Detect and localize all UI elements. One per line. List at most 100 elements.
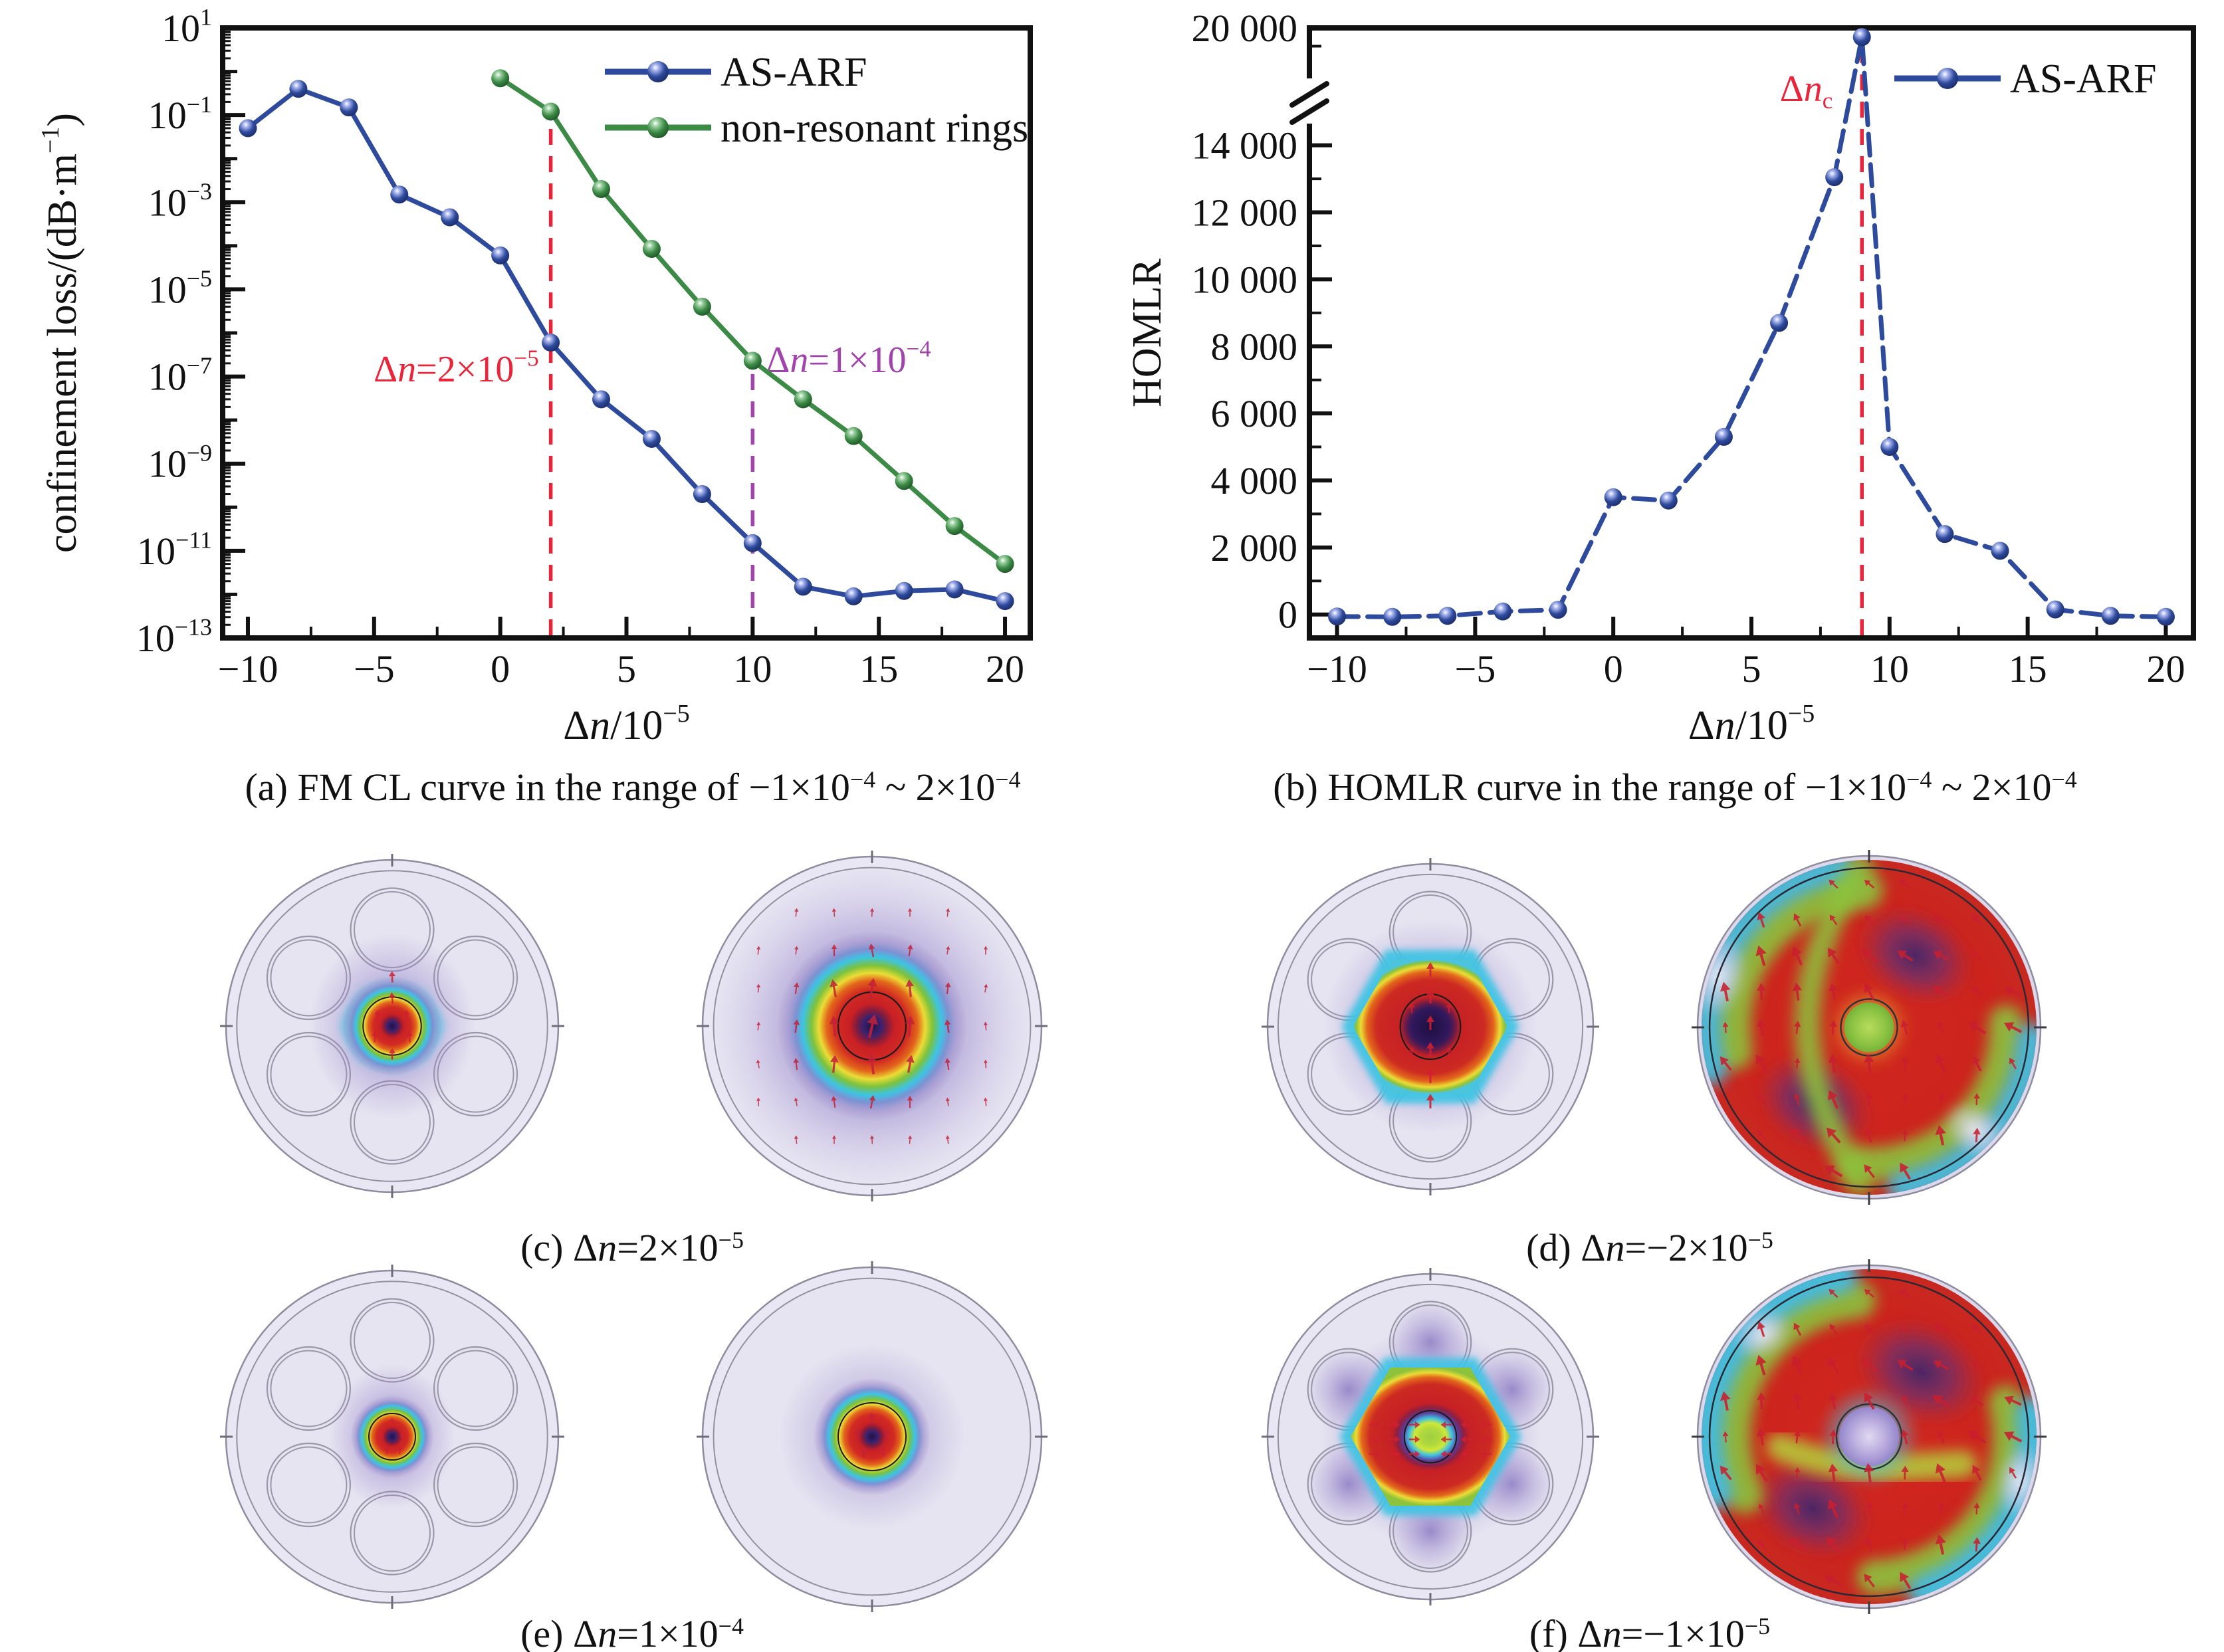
data-point (844, 427, 863, 445)
annotation-label: Δnc (1780, 68, 1833, 114)
field-arrows (1720, 1289, 2023, 1590)
y-tick-label: 12 000 (1192, 191, 1298, 235)
annotation-label: Δn=1×10−4 (766, 336, 931, 381)
panel-e-fiber-cross-section (220, 1265, 564, 1609)
panel-f-higher-order-mode (1692, 1259, 2047, 1614)
field-arrows (1720, 879, 2023, 1180)
x-tick-label: −5 (1455, 647, 1496, 690)
data-point (794, 577, 812, 596)
y-axis: 0 2 000 4 000 6 000 8 000 10 000 12 000 14 000 2… (1192, 7, 1332, 637)
x-tick-label: −10 (218, 647, 278, 690)
data-point (1659, 491, 1678, 510)
x-axis-title: Δn/10−5 (563, 700, 690, 748)
y-tick-label: 10−3 (148, 178, 212, 224)
y-tick-label: 14 000 (1192, 124, 1298, 167)
data-point (844, 587, 863, 605)
y-axis-title: confinement loss/(dB·m−1) (37, 113, 85, 553)
y-tick-label: 2 000 (1211, 526, 1298, 569)
data-point (1880, 438, 1899, 457)
data-point (1383, 607, 1402, 626)
data-point (693, 298, 711, 316)
y-tick-label: 101 (162, 4, 212, 50)
data-point (1494, 602, 1512, 621)
y-axis: 10−13 10−11 10−9 10−7 10−5 10−3 10−1 101 (136, 4, 245, 660)
panel-c-fiber-cross-section (220, 854, 564, 1198)
y-tick-label: 10 000 (1192, 258, 1298, 301)
panel-d-higher-order-mode (1692, 850, 2047, 1205)
legend: AS-ARF (1894, 56, 2157, 102)
y-tick-label: 6 000 (1211, 392, 1298, 435)
series-markers-0 (1328, 28, 2175, 626)
y-tick-label: 4 000 (1211, 459, 1298, 502)
panel-d-fiber-cross-section (1262, 858, 1599, 1195)
data-point (743, 352, 762, 370)
annotations: Δn=2×10−5 Δn=1×10−4 (374, 111, 931, 635)
data-point (592, 180, 611, 199)
data-point (693, 485, 711, 504)
legend: AS-ARF non-resonant rings (605, 50, 1028, 151)
x-tick-label: 0 (1604, 647, 1623, 690)
x-tick-label: 15 (2009, 647, 2047, 690)
data-point (743, 534, 762, 552)
data-point (1604, 488, 1622, 506)
y-tick-label: 10−5 (148, 265, 212, 311)
x-axis-title: Δn/10−5 (1688, 700, 1815, 748)
y-tick-label: 10−1 (148, 91, 212, 137)
x-tick-label: −5 (354, 647, 395, 690)
y-tick-label: 10−11 (137, 526, 212, 572)
mode-field (1702, 860, 2037, 1195)
mode-field (1323, 919, 1538, 1134)
data-point (1852, 28, 1871, 47)
data-point (945, 517, 964, 536)
data-point (1825, 168, 1844, 187)
data-point (895, 472, 913, 490)
data-point (996, 592, 1014, 611)
panel-c-core-mode-zoom (697, 851, 1048, 1201)
axis-break (1289, 78, 1329, 125)
series-line-0 (1335, 35, 2168, 619)
data-point (2156, 607, 2175, 626)
data-point (340, 98, 358, 117)
chart-homlr: Δnc 0 2 000 4 000 6 000 8 000 10 000 12 000 14 0… (1130, 7, 2196, 748)
data-point (1328, 607, 1347, 626)
mode-field (778, 1343, 966, 1530)
data-point (2046, 600, 2064, 619)
data-point (642, 429, 661, 448)
data-point (1936, 525, 1954, 544)
data-point (441, 208, 459, 227)
panel-e-core-mode-zoom (697, 1261, 1048, 1612)
x-tick-label: 5 (617, 647, 636, 690)
data-point (239, 119, 257, 138)
x-tick-label: 10 (733, 647, 772, 690)
data-point (945, 580, 964, 599)
y-tick-label: 10−9 (148, 439, 212, 485)
caption-b: (b) HOMLR curve in the range of −1×10−4 … (1273, 766, 2077, 809)
y-tick-label: 20 000 (1192, 7, 1298, 50)
x-axis: −10 −5 0 5 10 15 20 Δn/10−5 (218, 617, 1024, 748)
data-point (895, 581, 913, 600)
data-point (2101, 607, 2120, 625)
data-point (1991, 542, 2009, 560)
annotation-label: Δn=2×10−5 (374, 345, 538, 390)
caption-c: (c) Δn=2×10−5 (520, 1226, 744, 1269)
caption-e: (e) Δn=1×10−4 (520, 1612, 744, 1652)
caption-f: (f) Δn=−1×10−5 (1529, 1612, 1771, 1652)
x-tick-label: 15 (859, 647, 898, 690)
data-point (491, 246, 510, 264)
plot-frame (1307, 25, 2196, 641)
x-tick-label: 10 (1870, 647, 1909, 690)
series-markers-0 (239, 80, 1014, 611)
x-tick-label: 5 (1742, 647, 1761, 690)
mode-field (714, 868, 1030, 1184)
mode-field (1702, 1269, 2037, 1604)
legend-label: AS-ARF (2010, 56, 2157, 102)
chart-fm-confinement-loss: Δn=2×10−5 Δn=1×10−410−1310−1110−910−710−5… (37, 4, 1033, 748)
mode-field (309, 933, 475, 1119)
x-tick-label: −10 (1307, 647, 1367, 690)
caption-d: (d) Δn=−2×10−5 (1526, 1226, 1773, 1269)
y-axis-title: HOMLR (1130, 258, 1170, 407)
x-axis: −10 −5 0 5 10 15 20 Δn/10−5 (1307, 617, 2185, 748)
series-markers-1 (491, 69, 1014, 573)
data-point (1714, 427, 1733, 446)
